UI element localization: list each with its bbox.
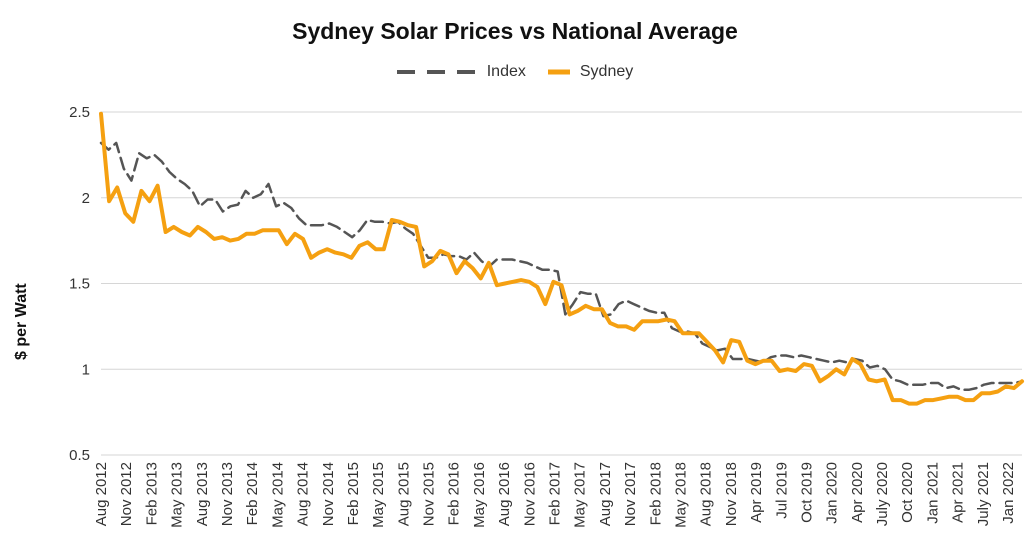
chart-title: Sydney Solar Prices vs National Average xyxy=(292,18,738,44)
x-tick-label: Oct 2019 xyxy=(798,462,815,523)
x-tick-label: Feb 2016 xyxy=(446,462,463,525)
x-tick-label: Nov 2014 xyxy=(320,462,337,526)
x-tick-label: Feb 2017 xyxy=(547,462,564,525)
x-tick-label: Apr 2020 xyxy=(849,462,866,523)
x-tick-label: Feb 2013 xyxy=(143,462,160,525)
x-tick-label: May 2017 xyxy=(572,462,589,528)
x-tick-label: May 2016 xyxy=(471,462,488,528)
x-tick-label: Aug 2014 xyxy=(295,462,312,526)
x-tick-label: Aug 2018 xyxy=(698,462,715,526)
grid-layer xyxy=(101,111,1022,456)
x-tick-label: May 2015 xyxy=(370,462,387,528)
y-tick-label: 1 xyxy=(82,361,90,378)
x-tick-label: Feb 2014 xyxy=(244,462,261,525)
x-tick-label: Feb 2015 xyxy=(345,462,362,525)
x-tick-label: Jan 2022 xyxy=(1000,462,1017,524)
x-tick-label: Apr 2019 xyxy=(748,462,765,523)
series-layer xyxy=(99,111,1024,406)
x-tick-label: May 2013 xyxy=(169,462,186,528)
x-tick-label: Nov 2016 xyxy=(521,462,538,526)
series-line-index xyxy=(99,141,1024,392)
y-tick-label: 0.5 xyxy=(69,447,90,464)
x-tick-label: Jan 2020 xyxy=(824,462,841,524)
x-tick-label: Aug 2015 xyxy=(395,462,412,526)
y-tick-label: 1.5 xyxy=(69,276,90,293)
x-tick-label: Feb 2018 xyxy=(647,462,664,525)
x-tick-label: Aug 2012 xyxy=(93,462,110,526)
x-tick-label: Oct 2020 xyxy=(899,462,916,523)
y-tick-label: 2.5 xyxy=(69,104,90,121)
x-tick-label: Jan 2021 xyxy=(924,462,941,524)
x-tick-label: May 2014 xyxy=(269,462,286,528)
x-tick-label: Nov 2012 xyxy=(118,462,135,526)
x-tick-label: Nov 2017 xyxy=(622,462,639,526)
legend-item-sydney: Sydney xyxy=(547,63,634,81)
x-tick-label: Aug 2013 xyxy=(194,462,211,526)
x-tick-label: Aug 2017 xyxy=(597,462,614,526)
x-tick-label: Apr 2021 xyxy=(950,462,967,523)
y-tick-label: 2 xyxy=(82,190,90,207)
x-tick-label: Nov 2013 xyxy=(219,462,236,526)
series-line-sydney xyxy=(99,111,1024,406)
x-tick-label: May 2018 xyxy=(672,462,689,528)
legend-item-index: Index xyxy=(396,63,526,81)
x-tick-label: Aug 2016 xyxy=(496,462,513,526)
x-tick-label: Jul 2019 xyxy=(773,462,790,519)
x-tick-label: July 2021 xyxy=(975,462,992,526)
legend: Index Sydney xyxy=(0,63,1030,81)
legend-label-sydney: Sydney xyxy=(579,63,634,80)
legend-label-index: Index xyxy=(486,63,526,80)
x-tick-label: Nov 2015 xyxy=(421,462,438,526)
x-tick-label: Nov 2018 xyxy=(723,462,740,526)
y-axis: 2.5 2 1.5 1 0.5 xyxy=(69,104,90,464)
legend-swatch-sydney xyxy=(547,69,570,75)
x-tick-label: July 2020 xyxy=(874,462,891,526)
legend-swatch-index xyxy=(396,70,477,74)
x-axis: Aug 2012 Nov 2012 Feb 2013 May 2013 Aug 2013… xyxy=(93,462,1017,528)
